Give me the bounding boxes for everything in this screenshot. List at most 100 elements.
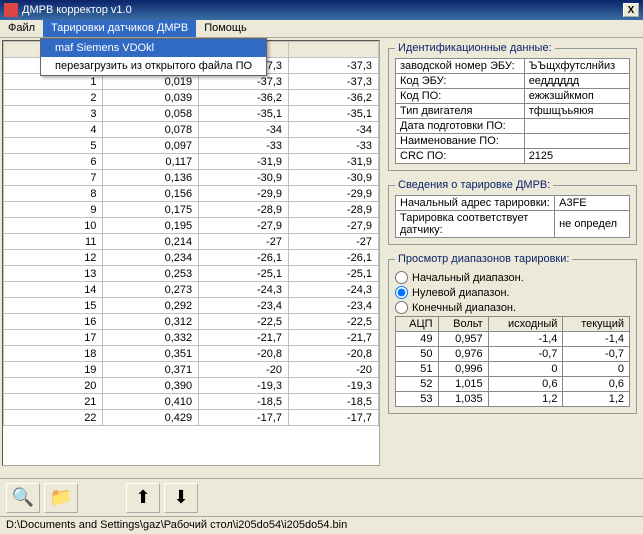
menubar: Файл Тарировки датчиков ДМРВ Помощь: [0, 20, 643, 38]
range-cell: 52: [396, 377, 439, 392]
ident-label: CRC ПО:: [396, 149, 525, 164]
cell: -22,5: [199, 314, 289, 330]
range-radio[interactable]: [395, 271, 408, 284]
range-cell: 0,976: [438, 347, 488, 362]
cell: 0,253: [103, 266, 199, 282]
table-row[interactable]: 210,410-18,5-18,5: [4, 394, 379, 410]
tar-value: не определ: [555, 211, 630, 238]
open-button[interactable]: 📁: [44, 483, 78, 513]
table-row[interactable]: 220,429-17,7-17,7: [4, 410, 379, 426]
table-row[interactable]: 150,292-23,4-23,4: [4, 298, 379, 314]
table-row[interactable]: 130,253-25,1-25,1: [4, 266, 379, 282]
tar-value: A3FE: [555, 196, 630, 211]
table-row[interactable]: 110,214-27-27: [4, 234, 379, 250]
range-cell: 53: [396, 392, 439, 407]
cell: -35,1: [199, 106, 289, 122]
range-radio-row[interactable]: Начальный диапазон.: [395, 271, 630, 284]
range-col-header[interactable]: текущий: [563, 317, 630, 332]
range-col-header[interactable]: Вольт: [438, 317, 488, 332]
range-row[interactable]: 510,99600: [396, 362, 630, 377]
cell: 15: [4, 298, 103, 314]
range-cell: -1,4: [488, 332, 563, 347]
cell: 0,332: [103, 330, 199, 346]
menu-file[interactable]: Файл: [0, 20, 43, 37]
menu-tarirovki[interactable]: Тарировки датчиков ДМРВ: [43, 20, 196, 37]
range-cell: 0,6: [563, 377, 630, 392]
cell: -27: [199, 234, 289, 250]
cell: 0,273: [103, 282, 199, 298]
cell: 17: [4, 330, 103, 346]
table-row[interactable]: 200,390-19,3-19,3: [4, 378, 379, 394]
ranges-fieldset: Просмотр диапазонов тарировки: Начальный…: [388, 253, 637, 414]
cell: -28,9: [289, 202, 379, 218]
menu-help[interactable]: Помощь: [196, 20, 255, 37]
cell: 12: [4, 250, 103, 266]
table-row[interactable]: 170,332-21,7-21,7: [4, 330, 379, 346]
ident-value: тфшщъьяюя: [524, 104, 629, 119]
cell: -23,4: [289, 298, 379, 314]
table-row[interactable]: 190,371-20-20: [4, 362, 379, 378]
table-row[interactable]: 160,312-22,5-22,5: [4, 314, 379, 330]
ident-label: заводской номер ЭБУ:: [396, 59, 525, 74]
tarinfo-fieldset: Сведения о тарировке ДМРВ: Начальный адр…: [388, 179, 637, 245]
table-row[interactable]: 30,058-35,1-35,1: [4, 106, 379, 122]
table-row[interactable]: 80,156-29,9-29,9: [4, 186, 379, 202]
range-radio-row[interactable]: Нулевой диапазон.: [395, 286, 630, 299]
cell: 6: [4, 154, 103, 170]
range-row[interactable]: 521,0150,60,6: [396, 377, 630, 392]
range-cell: -0,7: [563, 347, 630, 362]
cell: 0,078: [103, 122, 199, 138]
down-button[interactable]: ⬇: [164, 483, 198, 513]
main-table-wrap[interactable]: Код А 00,019-37,3-37,310,019-37,3-37,320…: [2, 40, 380, 466]
close-button[interactable]: X: [623, 3, 639, 17]
table-row[interactable]: 120,234-26,1-26,1: [4, 250, 379, 266]
cell: 5: [4, 138, 103, 154]
app-icon: [4, 3, 18, 17]
range-col-header[interactable]: АЦП: [396, 317, 439, 332]
ident-label: Код ЭБУ:: [396, 74, 525, 89]
table-row[interactable]: 140,273-24,3-24,3: [4, 282, 379, 298]
range-col-header[interactable]: исходный: [488, 317, 563, 332]
range-cell: 51: [396, 362, 439, 377]
range-radio[interactable]: [395, 286, 408, 299]
tar-label: Тарировка соответствует датчику:: [396, 211, 555, 238]
ident-value: [524, 119, 629, 134]
dropdown-item-maf[interactable]: maf Siemens VDOkl: [41, 39, 266, 57]
table-row[interactable]: 90,175-28,9-28,9: [4, 202, 379, 218]
table-row[interactable]: 50,097-33-33: [4, 138, 379, 154]
cell: 0,175: [103, 202, 199, 218]
cell: 9: [4, 202, 103, 218]
range-radio[interactable]: [395, 301, 408, 314]
cell: 11: [4, 234, 103, 250]
range-row[interactable]: 531,0351,21,2: [396, 392, 630, 407]
cell: -22,5: [289, 314, 379, 330]
cell: -24,3: [199, 282, 289, 298]
zoom-button[interactable]: 🔍: [6, 483, 40, 513]
up-button[interactable]: ⬆: [126, 483, 160, 513]
range-cell: 1,2: [488, 392, 563, 407]
range-cell: 0,957: [438, 332, 488, 347]
cell: 3: [4, 106, 103, 122]
col-header[interactable]: [289, 42, 379, 58]
cell: -20,8: [199, 346, 289, 362]
table-row[interactable]: 70,136-30,9-30,9: [4, 170, 379, 186]
toolbar: 🔍 📁 ⬆ ⬇: [0, 478, 643, 516]
table-row[interactable]: 60,117-31,9-31,9: [4, 154, 379, 170]
range-row[interactable]: 490,957-1,4-1,4: [396, 332, 630, 347]
cell: 0,097: [103, 138, 199, 154]
cell: 0,058: [103, 106, 199, 122]
range-radio-row[interactable]: Конечный диапазон.: [395, 301, 630, 314]
range-cell: 0: [563, 362, 630, 377]
cell: -36,2: [289, 90, 379, 106]
table-row[interactable]: 180,351-20,8-20,8: [4, 346, 379, 362]
ident-label: Тип двигателя: [396, 104, 525, 119]
table-row[interactable]: 100,195-27,9-27,9: [4, 218, 379, 234]
table-row[interactable]: 20,039-36,2-36,2: [4, 90, 379, 106]
cell: -27,9: [289, 218, 379, 234]
range-row[interactable]: 500,976-0,7-0,7: [396, 347, 630, 362]
cell: -37,3: [289, 58, 379, 74]
cell: -27,9: [199, 218, 289, 234]
table-row[interactable]: 40,078-34-34: [4, 122, 379, 138]
cell: -25,1: [199, 266, 289, 282]
dropdown-item-reload[interactable]: перезагрузить из открытого файла ПО: [41, 57, 266, 75]
